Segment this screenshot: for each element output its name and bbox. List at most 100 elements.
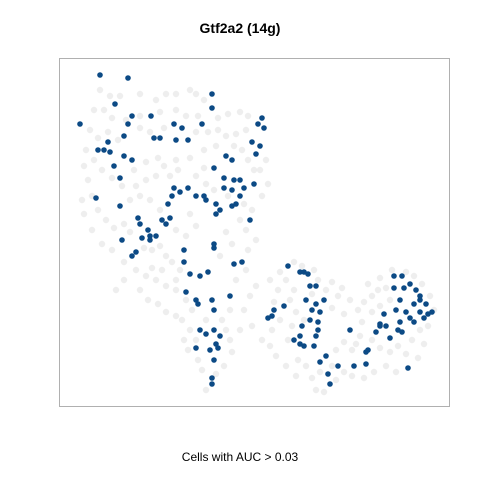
background-cell-point bbox=[250, 166, 258, 174]
background-cell-point bbox=[294, 356, 302, 364]
highlighted-cell-point bbox=[139, 235, 145, 241]
highlighted-cell-point bbox=[351, 363, 357, 369]
background-cell-point bbox=[94, 134, 102, 142]
highlighted-cell-point bbox=[223, 153, 229, 159]
background-cell-point bbox=[156, 108, 164, 116]
highlighted-cell-point bbox=[387, 335, 393, 341]
highlighted-cell-point bbox=[253, 151, 259, 157]
background-cell-point bbox=[240, 306, 248, 314]
background-cell-point bbox=[108, 114, 116, 122]
highlighted-cell-point bbox=[403, 309, 409, 315]
highlighted-cell-point bbox=[213, 211, 219, 217]
highlighted-cell-point bbox=[247, 217, 253, 223]
highlighted-cell-point bbox=[159, 217, 165, 223]
background-cell-point bbox=[222, 228, 230, 236]
background-cell-point bbox=[126, 196, 134, 204]
background-cell-point bbox=[292, 308, 300, 316]
background-cell-point bbox=[414, 354, 422, 362]
background-cell-point bbox=[224, 110, 232, 118]
background-cell-point bbox=[172, 156, 180, 164]
background-cell-point bbox=[382, 362, 390, 370]
highlighted-cell-point bbox=[313, 301, 319, 307]
background-cell-point bbox=[248, 206, 256, 214]
background-cell-point bbox=[276, 316, 284, 324]
background-cell-point bbox=[302, 362, 310, 370]
background-cell-point bbox=[172, 226, 180, 234]
background-cell-point bbox=[192, 336, 200, 344]
highlighted-cell-point bbox=[317, 359, 323, 365]
background-cell-point bbox=[114, 136, 122, 144]
background-cell-point bbox=[426, 292, 434, 300]
highlighted-cell-point bbox=[197, 273, 203, 279]
highlighted-cell-point bbox=[121, 133, 127, 139]
background-cell-point bbox=[364, 280, 372, 288]
background-cell-point bbox=[136, 124, 144, 132]
highlighted-cell-point bbox=[137, 221, 143, 227]
background-cell-point bbox=[144, 296, 152, 304]
background-cell-point bbox=[282, 276, 290, 284]
highlighted-cell-point bbox=[307, 283, 313, 289]
plot-frame bbox=[59, 58, 450, 407]
background-cell-point bbox=[256, 166, 264, 174]
highlighted-cell-point bbox=[255, 121, 261, 127]
background-cell-point bbox=[142, 176, 150, 184]
background-cell-point bbox=[258, 336, 266, 344]
background-cell-point bbox=[338, 284, 346, 292]
background-cell-point bbox=[108, 174, 116, 182]
background-cell-point bbox=[402, 350, 410, 358]
highlighted-cell-point bbox=[117, 175, 123, 181]
background-cell-point bbox=[194, 356, 202, 364]
highlighted-cell-point bbox=[209, 91, 215, 97]
highlighted-cell-point bbox=[211, 327, 217, 333]
highlighted-cell-point bbox=[153, 233, 159, 239]
highlighted-cell-point bbox=[151, 135, 157, 141]
highlighted-cell-point bbox=[363, 361, 369, 367]
background-cell-point bbox=[376, 274, 384, 282]
highlighted-cell-point bbox=[381, 311, 387, 317]
highlighted-cell-point bbox=[215, 345, 221, 351]
background-cell-point bbox=[182, 112, 190, 120]
highlighted-cell-point bbox=[325, 371, 331, 377]
background-cell-point bbox=[216, 252, 224, 260]
highlighted-cell-point bbox=[401, 285, 407, 291]
background-cell-point bbox=[136, 112, 144, 120]
background-cell-point bbox=[104, 128, 112, 136]
background-cell-point bbox=[136, 90, 144, 98]
background-cell-point bbox=[200, 164, 208, 172]
background-cell-point bbox=[284, 336, 292, 344]
background-cell-point bbox=[82, 146, 90, 154]
highlighted-cell-point bbox=[133, 249, 139, 255]
highlighted-cell-point bbox=[397, 319, 403, 325]
background-cell-point bbox=[152, 276, 160, 284]
highlighted-cell-point bbox=[229, 187, 235, 193]
highlighted-cell-point bbox=[259, 115, 265, 121]
highlighted-cell-point bbox=[311, 343, 317, 349]
background-cell-point bbox=[382, 284, 390, 292]
highlighted-cell-point bbox=[185, 137, 191, 143]
background-cell-point bbox=[246, 292, 254, 300]
background-cell-point bbox=[148, 264, 156, 272]
background-cell-point bbox=[232, 276, 240, 284]
background-cell-point bbox=[126, 228, 134, 236]
background-cell-point bbox=[120, 276, 128, 284]
background-cell-point bbox=[286, 296, 294, 304]
background-cell-point bbox=[88, 226, 96, 234]
highlighted-cell-point bbox=[305, 271, 311, 277]
highlighted-cell-point bbox=[241, 185, 247, 191]
background-cell-point bbox=[348, 372, 356, 380]
highlighted-cell-point bbox=[197, 327, 203, 333]
background-cell-point bbox=[266, 342, 274, 350]
background-cell-point bbox=[132, 182, 140, 190]
highlighted-cell-point bbox=[101, 147, 107, 153]
highlighted-cell-point bbox=[165, 201, 171, 207]
highlighted-cell-point bbox=[119, 237, 125, 243]
background-cell-point bbox=[236, 216, 244, 224]
background-cell-point bbox=[358, 318, 366, 326]
highlighted-cell-point bbox=[171, 185, 177, 191]
background-cell-point bbox=[152, 172, 160, 180]
background-cell-point bbox=[160, 162, 168, 170]
background-cell-point bbox=[212, 142, 220, 150]
background-cell-point bbox=[290, 286, 298, 294]
background-cell-point bbox=[244, 112, 252, 120]
highlighted-cell-point bbox=[383, 323, 389, 329]
